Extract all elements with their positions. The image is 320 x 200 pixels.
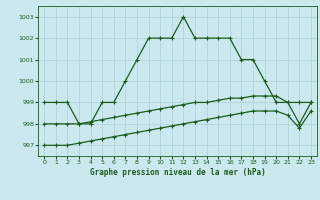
X-axis label: Graphe pression niveau de la mer (hPa): Graphe pression niveau de la mer (hPa) bbox=[90, 168, 266, 177]
